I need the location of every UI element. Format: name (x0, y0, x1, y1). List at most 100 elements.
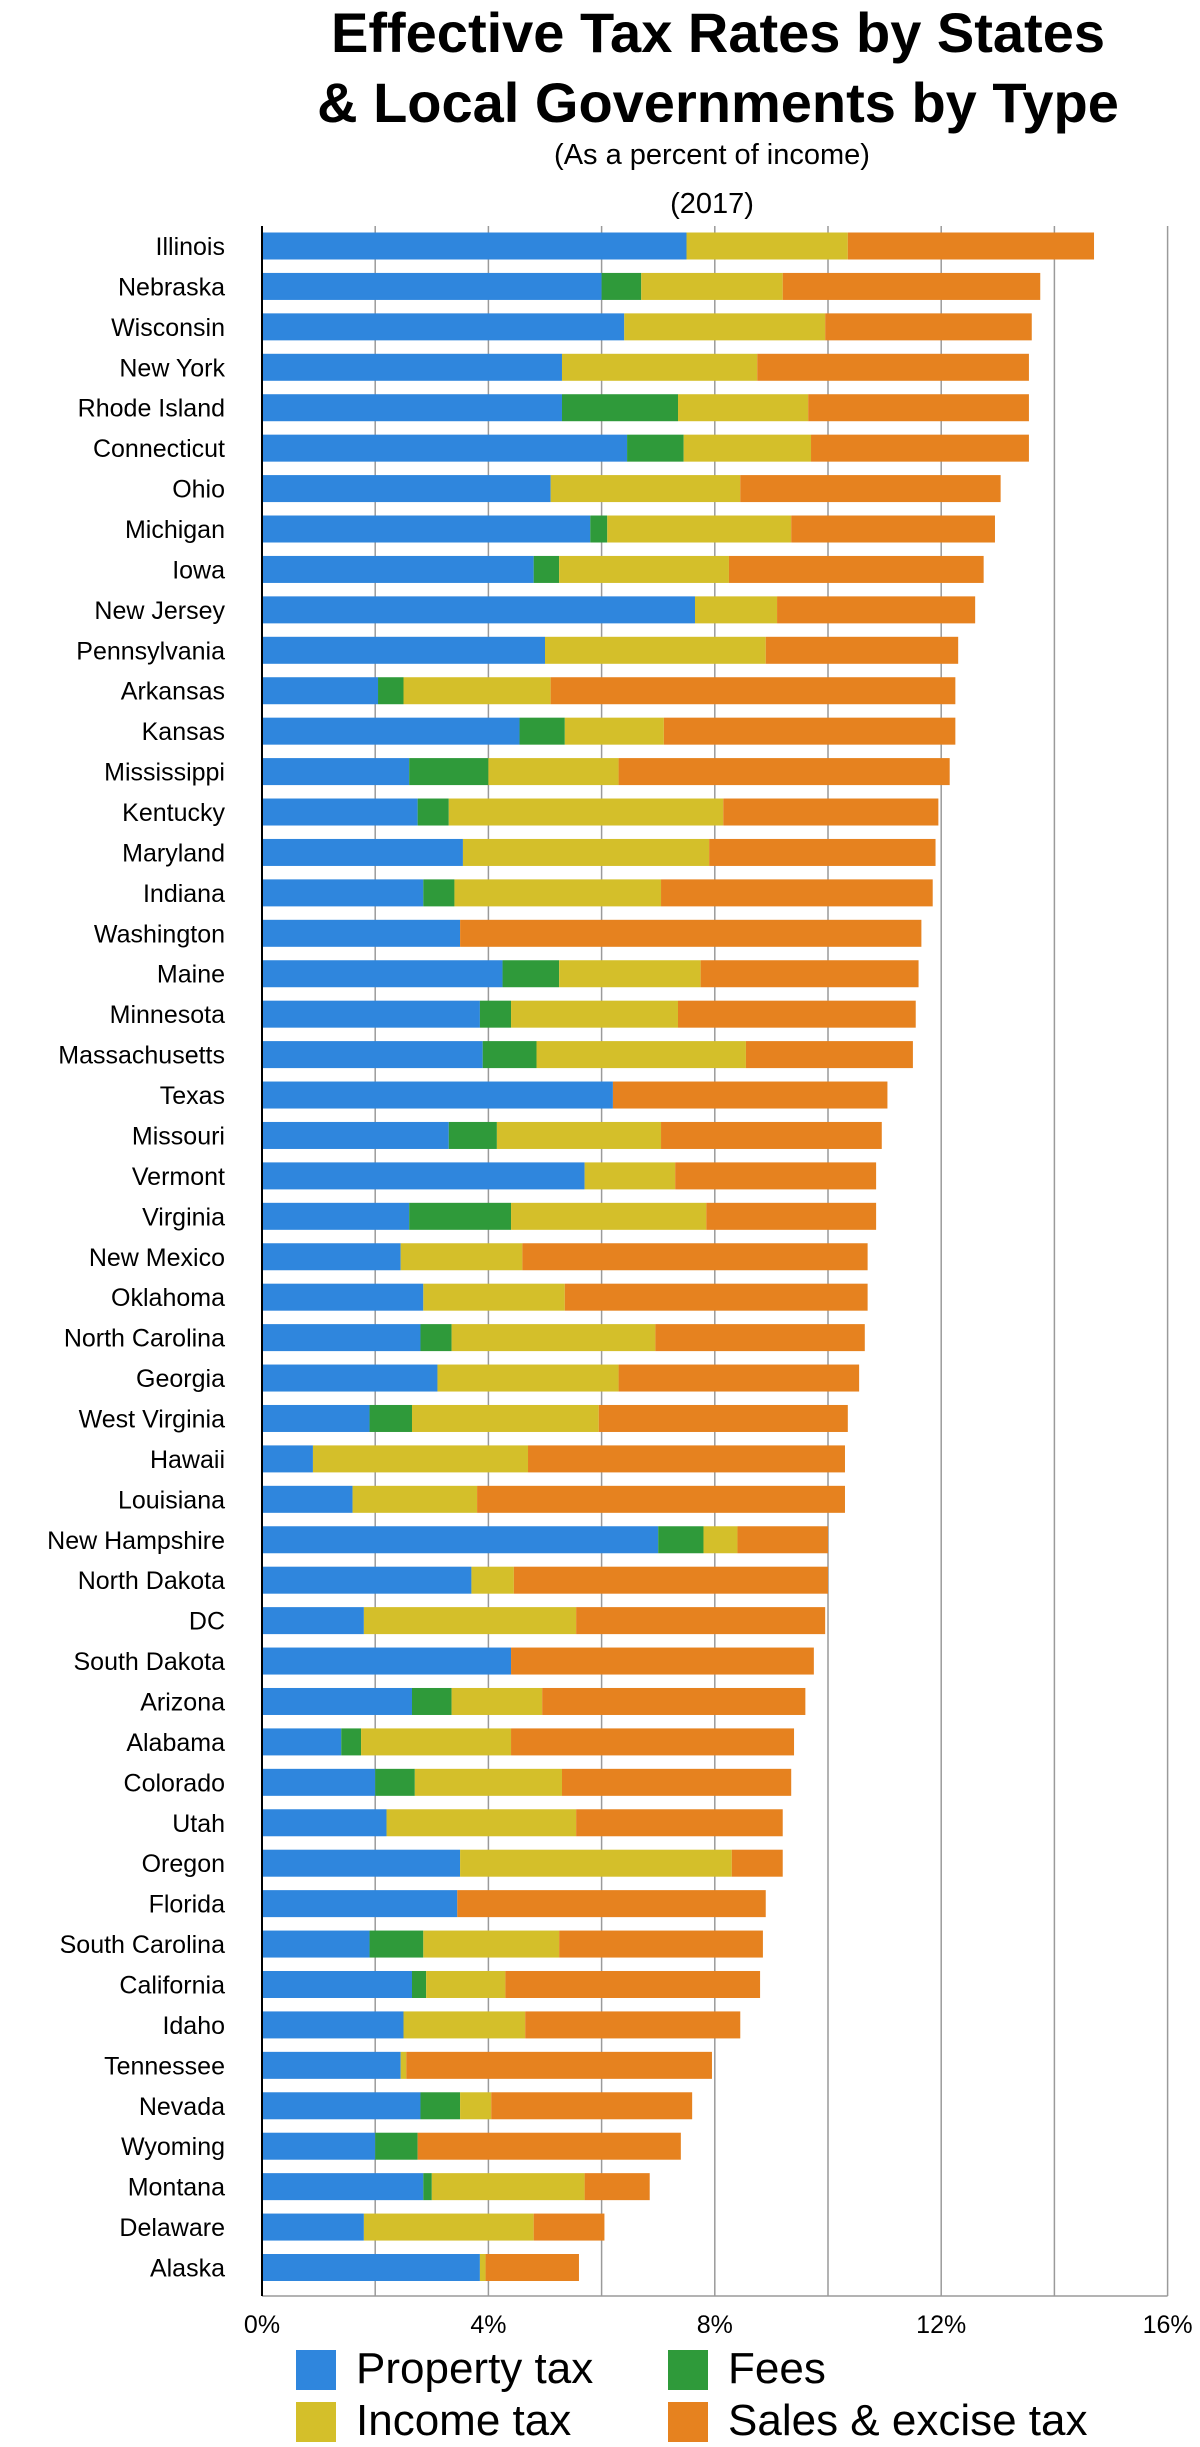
income-tax-segment (471, 1566, 514, 1594)
sales-excise-tax-segment (709, 838, 936, 866)
property-tax-segment (262, 1202, 410, 1230)
property-tax-segment (262, 2011, 404, 2039)
property-tax-segment (262, 1607, 364, 1635)
legend-label: Sales & excise tax (728, 2396, 1088, 2445)
state-label: South Dakota (74, 1648, 226, 1676)
income-tax-segment (411, 1404, 599, 1432)
state-label: Mississippi (104, 759, 225, 787)
sales-excise-tax-segment (678, 1000, 916, 1028)
state-label: New Hampshire (47, 1527, 225, 1555)
sales-excise-tax-segment (655, 1324, 865, 1352)
bar-group (262, 1687, 806, 1715)
legend-label: Property tax (356, 2344, 593, 2393)
state-label: Washington (94, 920, 225, 948)
income-tax-segment (683, 434, 812, 462)
bar-group (262, 758, 950, 786)
legend-label: Income tax (356, 2396, 571, 2445)
chart-title-line-1: Effective Tax Rates by States (331, 1, 1105, 64)
sales-excise-tax-segment (511, 1728, 795, 1756)
bar-groups (262, 232, 1095, 2281)
bar-group (262, 1283, 868, 1311)
sales-excise-tax-segment (598, 1404, 848, 1432)
property-tax-segment (262, 515, 591, 543)
fees-segment (627, 434, 684, 462)
state-label: Ohio (172, 476, 225, 504)
income-tax-segment (559, 960, 701, 988)
fees-segment (533, 555, 560, 583)
state-label: Oregon (142, 1850, 225, 1878)
income-tax-segment (437, 1364, 619, 1392)
state-label: North Dakota (78, 1567, 225, 1595)
sales-excise-tax-segment (791, 515, 995, 543)
bar-group (262, 1243, 868, 1271)
state-label: West Virginia (79, 1405, 225, 1433)
property-tax-segment (262, 1647, 512, 1675)
property-tax-segment (262, 1445, 313, 1473)
property-tax-segment (262, 555, 534, 583)
sales-excise-tax-segment (525, 2011, 741, 2039)
sales-excise-tax-segment (550, 677, 956, 705)
income-tax-segment (686, 232, 848, 260)
income-tax-segment (564, 717, 664, 745)
bar-group (262, 1324, 865, 1352)
x-tick-label: 12% (916, 2311, 966, 2339)
sales-excise-tax-segment (782, 272, 1041, 300)
x-tick-label: 0% (244, 2311, 280, 2339)
property-tax-segment (262, 1283, 424, 1311)
income-tax-segment (536, 1041, 746, 1069)
income-tax-segment (414, 1768, 562, 1796)
sales-excise-tax-segment (618, 1364, 860, 1392)
fees-segment (375, 1768, 415, 1796)
bar-group (262, 1121, 882, 1149)
bar-group (262, 2092, 693, 2120)
fees-segment (448, 1121, 497, 1149)
chart-title-line-2: & Local Governments by Type (317, 71, 1119, 134)
sales-excise-tax-segment (564, 1283, 868, 1311)
sales-excise-tax-segment (723, 798, 939, 826)
income-tax-segment (511, 1000, 679, 1028)
legend-swatch (296, 2350, 336, 2390)
bar-group (262, 1445, 845, 1473)
state-label: Florida (149, 1891, 226, 1919)
sales-excise-tax-segment (584, 2173, 650, 2201)
state-label: Massachusetts (58, 1042, 225, 1070)
legend-swatch (668, 2350, 708, 2390)
property-tax-segment (262, 1081, 613, 1109)
legend-property-tax: Property tax (296, 2344, 593, 2393)
income-tax-segment (400, 2051, 407, 2079)
state-label: Georgia (136, 1365, 225, 1393)
income-tax-segment (703, 1526, 738, 1554)
income-tax-segment (641, 272, 783, 300)
property-tax-segment (262, 596, 695, 624)
state-label: Louisiana (118, 1486, 225, 1514)
bar-group (262, 1809, 783, 1837)
state-label: Maine (157, 961, 225, 989)
bar-group (262, 475, 1001, 503)
property-tax-segment (262, 1404, 370, 1432)
bar-group (262, 1404, 848, 1432)
property-tax-segment (262, 2254, 480, 2281)
property-tax-segment (262, 2051, 401, 2079)
state-label: Wisconsin (111, 314, 225, 342)
bar-group (262, 717, 956, 745)
state-label: Pennsylvania (76, 637, 225, 665)
bar-group (262, 1566, 828, 1594)
bar-group (262, 1041, 913, 1069)
income-tax-segment (607, 515, 792, 543)
property-tax-segment (262, 677, 379, 705)
property-tax-segment (262, 1041, 483, 1069)
fees-segment (409, 1202, 512, 1230)
bar-group (262, 2051, 712, 2079)
fees-segment (423, 2173, 432, 2201)
property-tax-segment (262, 1485, 353, 1513)
bar-group (262, 1162, 877, 1190)
property-tax-segment (262, 313, 625, 341)
sales-excise-tax-segment (505, 1970, 761, 1998)
state-label: Vermont (132, 1163, 225, 1191)
legend-label: Fees (728, 2344, 826, 2393)
sales-excise-tax-segment (661, 1121, 882, 1149)
state-label: Wyoming (121, 2133, 225, 2161)
sales-excise-tax-segment (485, 2254, 579, 2281)
bar-group (262, 1081, 888, 1109)
